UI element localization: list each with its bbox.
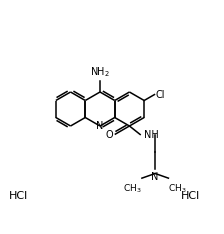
Text: O: O (105, 129, 113, 139)
Text: HCl: HCl (180, 191, 200, 201)
Text: N: N (151, 172, 159, 182)
Text: NH: NH (144, 129, 159, 139)
Text: CH$_3$: CH$_3$ (123, 182, 142, 195)
Text: Cl: Cl (155, 90, 165, 99)
Text: HCl: HCl (8, 191, 28, 201)
Text: NH$_2$: NH$_2$ (90, 65, 110, 79)
Text: CH$_3$: CH$_3$ (168, 182, 187, 195)
Text: N: N (96, 121, 104, 131)
